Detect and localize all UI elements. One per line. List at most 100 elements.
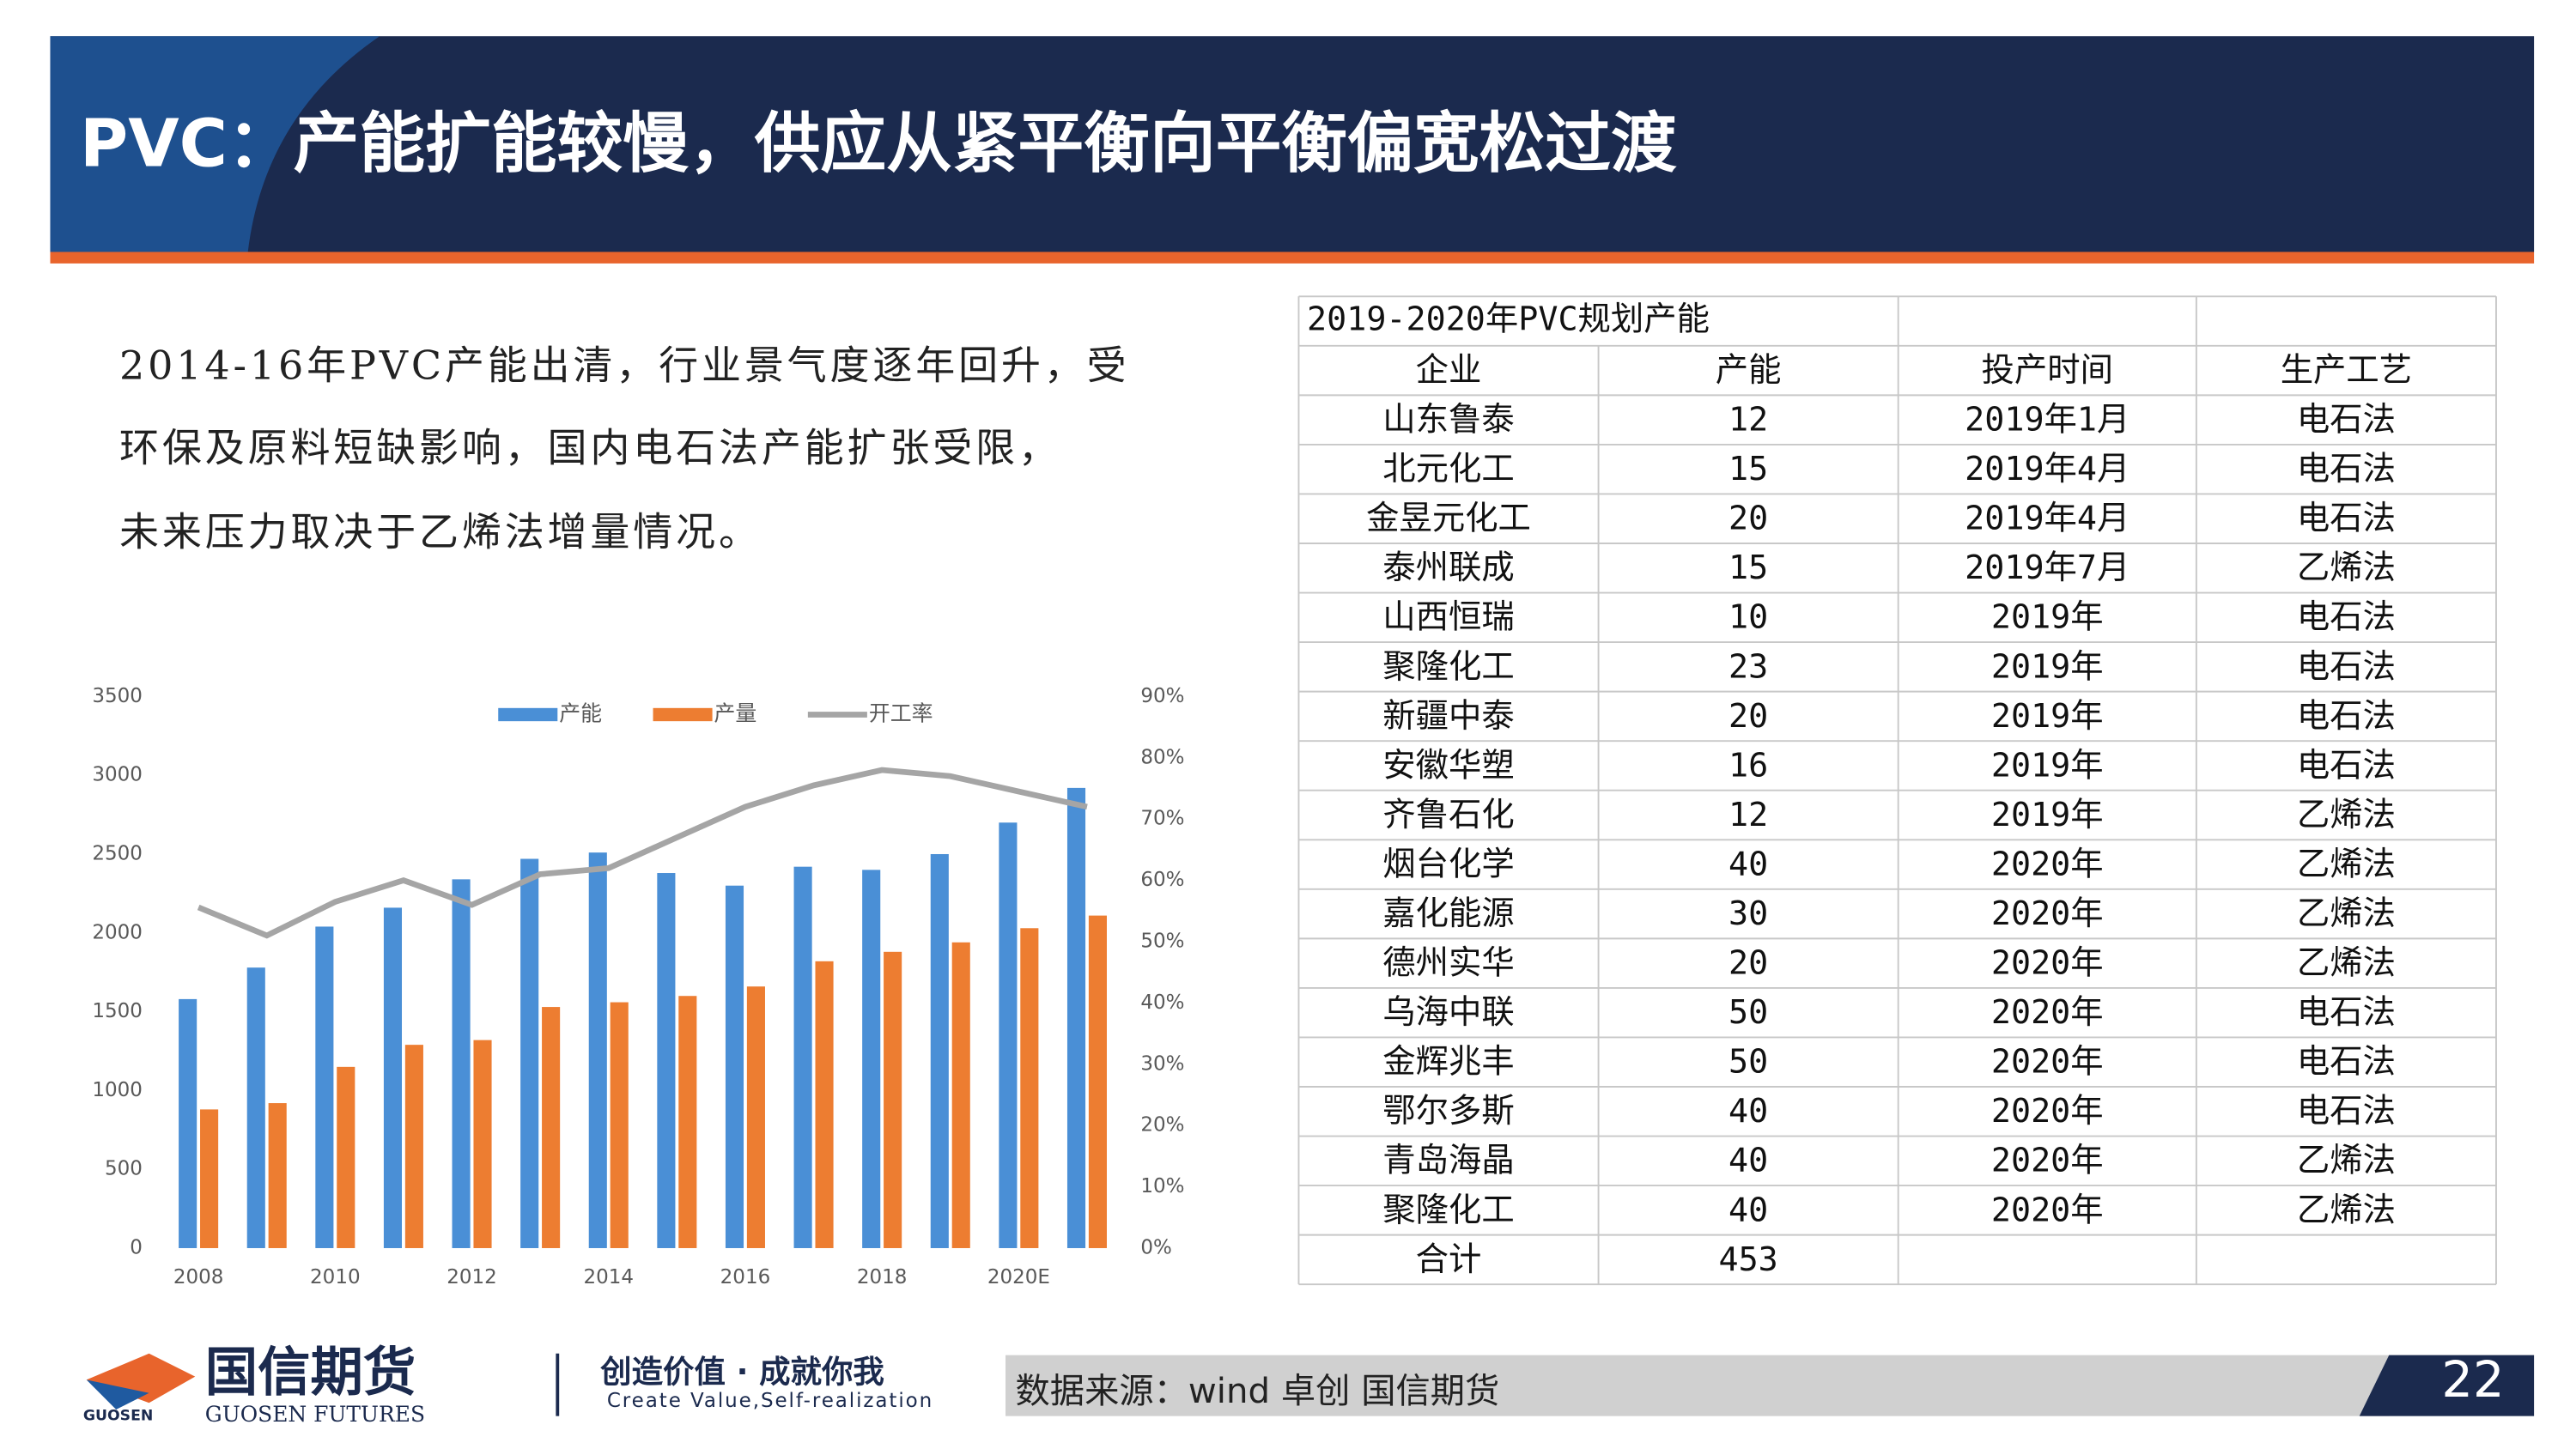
table-cell: 2020年	[1991, 1191, 2104, 1229]
table-cell: 安徽华塑	[1382, 746, 1514, 785]
table-cell: 金辉兆丰	[1382, 1043, 1514, 1082]
table-cell: 2019年7月	[1965, 549, 2129, 587]
bar	[315, 926, 334, 1248]
y-tick-label: 2500	[92, 842, 143, 864]
bar	[179, 998, 197, 1248]
slide-title: PVC：产能扩能较慢，供应从紧平衡向平衡偏宽松过渡	[80, 106, 1677, 183]
table-cell: 乙烯法	[2297, 549, 2396, 587]
table-cell: 生产工艺	[2281, 351, 2412, 390]
source: 数据来源：wind 卓创 国信期货	[1016, 1372, 1500, 1411]
table-cell: 2020年	[1991, 1142, 2104, 1180]
table-cell: 2020年	[1991, 993, 2104, 1032]
table-cell: 30	[1728, 894, 1768, 933]
bar	[815, 961, 834, 1248]
y2-tick-label: 30%	[1140, 1052, 1184, 1075]
legend-label: 产能	[559, 700, 602, 725]
table-cell: 20	[1728, 944, 1768, 983]
y2-tick-label: 90%	[1140, 685, 1184, 707]
bar	[678, 996, 697, 1248]
table-cell: 北元化工	[1382, 450, 1514, 488]
table-cell: 电石法	[2297, 598, 2396, 637]
x-tick-label: 2008	[173, 1266, 224, 1288]
bar	[793, 866, 812, 1248]
table-cell: 企业	[1416, 351, 1482, 390]
logo-mark	[86, 1353, 196, 1404]
chart: 0 500 1000 1500 2000 2500 3000 3500 0% 10% 20% 30% 4…	[92, 685, 1184, 1288]
header-swoosh	[50, 36, 380, 252]
table-cell: 齐鲁石化	[1382, 796, 1514, 834]
table-cell: 2019年	[1991, 746, 2104, 785]
bar	[200, 1109, 219, 1248]
table-cell: 2020年	[1991, 894, 2104, 933]
y2-tick-label: 80%	[1140, 746, 1184, 768]
table-cell: 2019年	[1991, 647, 2104, 686]
table-cell: 山西恒瑞	[1382, 598, 1514, 637]
table-cell: 合计	[1416, 1240, 1482, 1279]
table-cell: 电石法	[2297, 500, 2396, 538]
bar	[657, 873, 676, 1248]
table-cell: 嘉化能源	[1382, 894, 1514, 933]
table-cell: 泰州联成	[1382, 549, 1514, 587]
table-cell: 金昱元化工	[1366, 500, 1531, 538]
table-cell: 乙烯法	[2297, 796, 2396, 834]
table-cell: 40	[1728, 1092, 1768, 1131]
table-cell: 产能	[1716, 351, 1782, 390]
table-cell: 2019年	[1991, 598, 2104, 637]
table-cell: 40	[1728, 1142, 1768, 1180]
table-cell: 2020年	[1991, 1043, 2104, 1082]
x-tick-label: 2012	[447, 1266, 497, 1288]
table-cell: 16	[1728, 746, 1768, 785]
table-cell: 40	[1728, 1191, 1768, 1229]
line	[197, 767, 1088, 939]
table-cell: 投产时间	[1982, 351, 2113, 390]
bar	[520, 858, 539, 1248]
brand-en: GUOSEN FUTURES	[205, 1402, 425, 1427]
y2-tick-label: 20%	[1140, 1114, 1184, 1137]
bar	[951, 942, 970, 1248]
brand: 国信期货	[205, 1342, 416, 1404]
table-cell: 电石法	[2297, 1043, 2396, 1082]
bar	[588, 852, 607, 1248]
bar	[1066, 787, 1086, 1248]
bar	[930, 853, 949, 1248]
body-text: 环保及原料短缺影响，国内电石法产能扩张受限，	[119, 425, 1061, 471]
table-cell: 20	[1728, 697, 1768, 736]
table-cell: 2019年4月	[1965, 450, 2129, 488]
bar	[884, 951, 902, 1248]
table-cell: 2020年	[1991, 845, 2104, 883]
y2-tick-label: 60%	[1140, 869, 1184, 891]
table-cell: 2019年	[1991, 697, 2104, 736]
slogan: 创造价值 · 成就你我	[599, 1353, 884, 1390]
table-cell: 乌海中联	[1382, 993, 1514, 1032]
table-cell: 10	[1728, 598, 1768, 637]
legend-label: 开工率	[869, 700, 933, 725]
table-cell: 2020年	[1991, 1092, 2104, 1131]
legend-label: 产量	[714, 700, 757, 725]
table-cell: 电石法	[2297, 1092, 2396, 1131]
bar	[383, 907, 403, 1248]
table-cell: 15	[1728, 450, 1768, 488]
table-cell: 乙烯法	[2297, 1142, 2396, 1180]
bar	[1088, 915, 1107, 1248]
bar	[999, 822, 1018, 1248]
bar	[246, 967, 265, 1248]
y2-tick-label: 10%	[1140, 1175, 1184, 1197]
table-cell: 电石法	[2297, 993, 2396, 1032]
table-cell: 40	[1728, 845, 1768, 883]
y-tick-label: 1500	[92, 1000, 143, 1022]
slogan-en: Create Value,Self-realization	[607, 1390, 933, 1412]
source-bar	[1005, 1355, 2390, 1416]
table-cell: 12	[1728, 796, 1768, 834]
x-tick-label: 2018	[857, 1266, 908, 1288]
table-cell: 青岛海晶	[1382, 1142, 1514, 1180]
table-cell: 12	[1728, 401, 1768, 440]
table-cell: 电石法	[2297, 450, 2396, 488]
logo-mark	[86, 1379, 149, 1410]
table-cell: 453	[1718, 1240, 1777, 1279]
body-text: 2014-16年PVC产能出清，行业景气度逐年回升，受	[119, 343, 1129, 389]
bar	[452, 879, 471, 1248]
table-cell: 2019年4月	[1965, 500, 2129, 538]
y2-tick-label: 50%	[1140, 930, 1184, 952]
logo-small: GUOSEN	[83, 1408, 153, 1425]
